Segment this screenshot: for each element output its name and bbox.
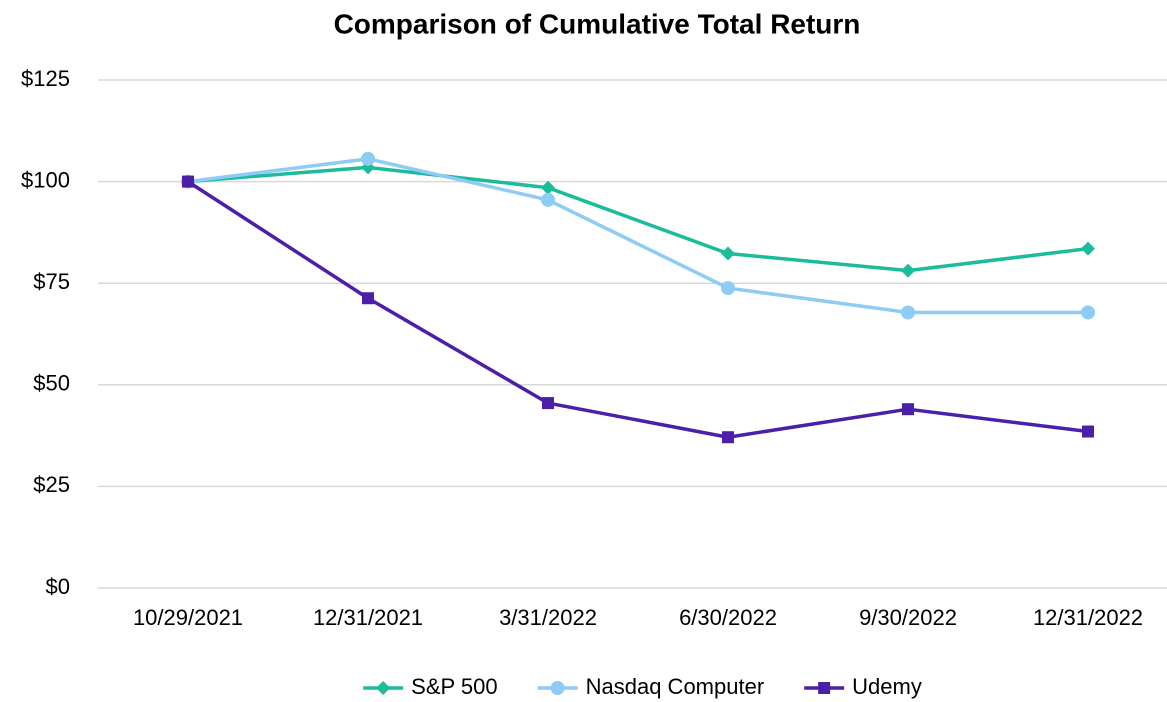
series-line [187,165,1089,273]
marker [721,246,735,261]
x-tick-label: 12/31/2021 [313,605,423,630]
marker [361,151,375,166]
marker [721,281,735,296]
legend-item: Nasdaq Computer [537,674,765,699]
marker [182,175,194,188]
x-tick-label: 9/30/2022 [859,605,957,630]
series-line [187,157,1088,315]
marker [901,305,915,320]
marker [376,681,391,695]
marker [902,403,914,416]
marker [542,397,554,410]
marker [722,431,734,444]
marker [550,681,565,695]
x-tick-label: 10/29/2021 [133,605,243,630]
legend-item: S&P 500 [363,674,498,699]
y-tick-label: $75 [33,269,70,294]
legend-item: Udemy [804,674,922,699]
series-line [187,180,1089,439]
chart-title: Comparison of Cumulative Total Return [334,8,861,39]
x-tick-label: 12/31/2022 [1033,605,1143,630]
marker [541,180,555,195]
legend-label: Udemy [852,674,922,699]
y-tick-label: $25 [33,472,70,497]
marker [818,682,831,694]
y-tick-label: $50 [33,371,70,396]
marker [362,292,374,305]
legend-label: Nasdaq Computer [586,674,765,699]
x-tick-label: 6/30/2022 [679,605,777,630]
y-tick-label: $0 [46,574,70,599]
marker [901,263,915,278]
marker [1081,305,1095,320]
x-tick-label: 3/31/2022 [499,605,597,630]
legend-label: S&P 500 [411,674,497,699]
y-tick-label: $100 [21,167,70,192]
legend: S&P 500 Nasdaq Computer Udemy [363,674,922,699]
marker [1082,425,1094,438]
marker [1081,241,1095,256]
y-tick-label: $125 [21,66,70,91]
marker [541,192,555,207]
